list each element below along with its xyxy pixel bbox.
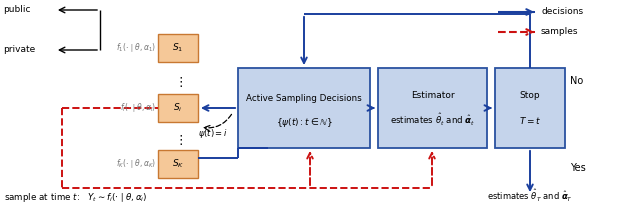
Text: estimates $\hat{\theta}_t$ and $\hat{\boldsymbol{\alpha}}_t$: estimates $\hat{\theta}_t$ and $\hat{\bo…: [390, 112, 476, 128]
Text: No: No: [570, 76, 583, 86]
Text: $T = t$: $T = t$: [519, 114, 541, 126]
Text: Active Sampling Decisions: Active Sampling Decisions: [246, 94, 362, 103]
Text: Estimator: Estimator: [411, 92, 454, 100]
Text: $f_1(\cdot\mid\theta,\alpha_1)$: $f_1(\cdot\mid\theta,\alpha_1)$: [116, 42, 156, 54]
Text: $S_1$: $S_1$: [172, 42, 184, 54]
Text: $\vdots$: $\vdots$: [173, 133, 182, 147]
Text: $f_K(\cdot\mid\theta,\alpha_K)$: $f_K(\cdot\mid\theta,\alpha_K)$: [116, 158, 156, 170]
Bar: [158, 34, 198, 62]
Bar: [158, 150, 198, 178]
Text: samples: samples: [541, 28, 579, 36]
Text: $\vdots$: $\vdots$: [173, 75, 182, 89]
Text: $\{\psi(t) : t \in \mathbb{N}\}$: $\{\psi(t) : t \in \mathbb{N}\}$: [276, 116, 332, 129]
Text: public: public: [3, 6, 31, 14]
Bar: [238, 68, 370, 148]
Text: sample at time $t$:   $Y_t \sim f_i(\cdot\mid\theta,\alpha_i)$: sample at time $t$: $Y_t \sim f_i(\cdot\…: [4, 191, 147, 204]
Text: decisions: decisions: [541, 7, 583, 17]
Text: $\psi(t) = i$: $\psi(t) = i$: [198, 127, 228, 140]
Text: Yes: Yes: [570, 163, 586, 173]
Text: $f_i(\cdot\mid\theta,\alpha_i)$: $f_i(\cdot\mid\theta,\alpha_i)$: [120, 102, 156, 114]
Bar: [495, 68, 565, 148]
Bar: [158, 94, 198, 122]
Text: private: private: [3, 46, 35, 54]
Text: estimates $\hat{\theta}_T$ and $\hat{\boldsymbol{\alpha}}_T$: estimates $\hat{\theta}_T$ and $\hat{\bo…: [487, 188, 573, 204]
Text: $S_i$: $S_i$: [173, 102, 183, 114]
Text: Stop: Stop: [520, 92, 540, 100]
Bar: [378, 68, 487, 148]
Text: $S_K$: $S_K$: [172, 158, 184, 170]
